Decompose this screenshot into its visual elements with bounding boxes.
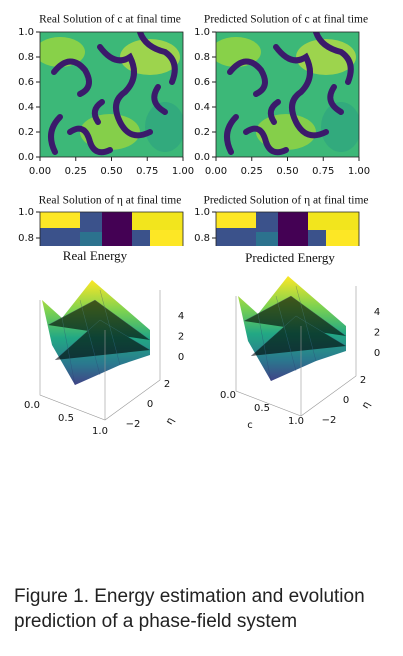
eta-tick-label: 0	[343, 395, 349, 406]
y-tick-label: 0.2	[18, 127, 34, 138]
eta-tick-label: −2	[322, 415, 337, 426]
c-tick-label: 0.0	[220, 390, 236, 401]
x-tick-label: 0.50	[276, 166, 298, 177]
image	[211, 32, 361, 157]
panel-title: Real Solution of c at final time	[39, 14, 181, 26]
image	[216, 212, 359, 246]
y-tick-label: 0.8	[194, 233, 210, 244]
c-tick-label: 0.5	[254, 403, 270, 414]
eta-tick-label: −2	[126, 419, 141, 430]
c-tick-label: 0.0	[24, 400, 40, 411]
z-tick-label: 2	[178, 332, 184, 343]
x-tick-label: 1.00	[348, 166, 370, 177]
image	[39, 279, 161, 421]
z-tick-label: 2	[374, 328, 380, 339]
c-tick-label: 1.0	[92, 426, 108, 437]
image	[40, 212, 183, 246]
y-tick-label: 1.0	[18, 207, 34, 218]
y-tick-label: 0.4	[194, 102, 210, 113]
y-tick-label: 0.8	[18, 52, 34, 63]
eta-tick-label: 2	[360, 375, 366, 386]
y-tick-label: 0.6	[18, 77, 34, 88]
y-tick-label: 1.0	[194, 207, 210, 218]
y-tick-label: 0.6	[194, 77, 210, 88]
x-tick-label: 0.00	[29, 166, 51, 177]
z-tick-label: 4	[178, 311, 184, 322]
panel-title: Predicted Solution of c at final time	[204, 14, 368, 26]
x-tick-label: 0.25	[65, 166, 87, 177]
eta-tick-label: 0	[147, 399, 153, 410]
panel-title: Real Solution of η at final time	[39, 195, 182, 207]
c-label: c	[247, 420, 253, 431]
eta-label: η	[360, 400, 373, 411]
panel-title: Predicted Energy	[245, 250, 335, 265]
c-tick-label: 0.5	[58, 413, 74, 424]
z-tick-label: 0	[374, 348, 380, 359]
c-tick-label: 1.0	[288, 416, 304, 427]
y-tick-label: 0.8	[194, 52, 210, 63]
panel-title: Real Energy	[63, 248, 128, 263]
y-tick-label: 0.4	[18, 102, 34, 113]
eta-tick-label: 2	[164, 379, 170, 390]
x-tick-label: 0.00	[205, 166, 227, 177]
x-tick-label: 0.75	[136, 166, 158, 177]
z-tick-label: 0	[178, 352, 184, 363]
x-tick-label: 1.00	[172, 166, 194, 177]
y-tick-label: 0.2	[194, 127, 210, 138]
eta-label: η	[164, 416, 177, 427]
x-tick-label: 0.25	[241, 166, 263, 177]
y-tick-label: 1.0	[194, 27, 210, 38]
x-tick-label: 0.75	[312, 166, 334, 177]
frame	[215, 211, 360, 246]
z-tick-label: 4	[374, 307, 380, 318]
image	[35, 32, 185, 157]
caption: Figure 1. Energy estimation and evolutio…	[14, 586, 365, 632]
x-tick-label: 0.50	[100, 166, 122, 177]
y-tick-label: 0.0	[194, 152, 210, 163]
y-tick-label: 1.0	[18, 27, 34, 38]
y-tick-label: 0.0	[18, 152, 34, 163]
panel-title: Predicted Solution of η at final time	[203, 195, 368, 207]
y-tick-label: 0.8	[18, 233, 34, 244]
frame	[39, 211, 184, 246]
figure-art: Real Solution of c at final time 0.0 0.2 0.…	[18, 14, 380, 437]
image	[235, 275, 357, 417]
